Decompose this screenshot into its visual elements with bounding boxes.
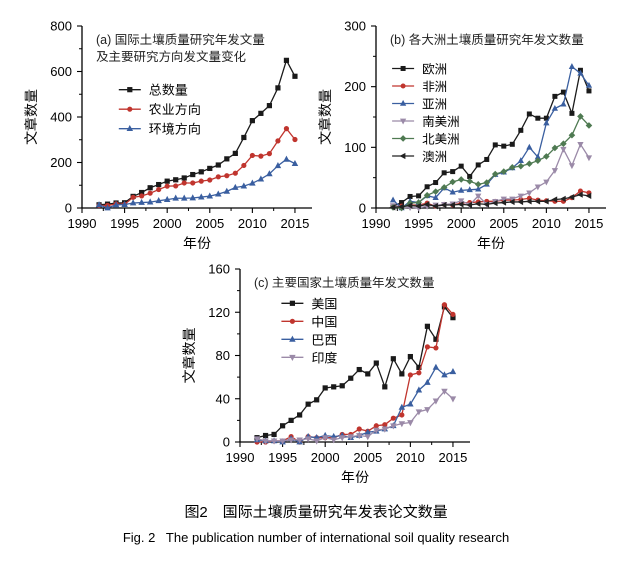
svg-text:0: 0 (223, 435, 230, 450)
svg-text:文章数量: 文章数量 (181, 328, 197, 384)
svg-text:100: 100 (344, 140, 366, 155)
svg-text:年份: 年份 (477, 235, 505, 251)
svg-text:2010: 2010 (396, 450, 425, 465)
svg-text:2000: 2000 (311, 450, 340, 465)
svg-text:年份: 年份 (341, 469, 369, 485)
svg-text:0: 0 (65, 201, 72, 216)
svg-text:南美洲: 南美洲 (422, 114, 460, 129)
svg-text:1990: 1990 (362, 216, 391, 231)
svg-text:2000: 2000 (447, 216, 476, 231)
svg-text:1995: 1995 (404, 216, 433, 231)
svg-text:北美洲: 北美洲 (422, 131, 460, 146)
svg-text:600: 600 (50, 64, 72, 79)
svg-text:0: 0 (359, 201, 366, 216)
svg-text:400: 400 (50, 110, 72, 125)
svg-text:印度: 印度 (311, 350, 337, 365)
svg-text:2015: 2015 (438, 450, 467, 465)
svg-text:澳洲: 澳洲 (422, 149, 447, 164)
svg-text:美国: 美国 (311, 296, 337, 311)
svg-text:1990: 1990 (68, 216, 97, 231)
svg-text:120: 120 (208, 305, 230, 320)
svg-text:欧洲: 欧洲 (422, 61, 447, 76)
svg-text:2010: 2010 (532, 216, 561, 231)
svg-text:160: 160 (208, 262, 230, 277)
svg-text:(a) 国际土壤质量研究年发文量: (a) 国际土壤质量研究年发文量 (96, 32, 265, 47)
svg-text:农业方向: 农业方向 (149, 102, 201, 117)
svg-text:中国: 中国 (311, 314, 337, 329)
svg-text:文章数量: 文章数量 (317, 89, 333, 145)
svg-text:2005: 2005 (195, 216, 224, 231)
svg-text:2005: 2005 (489, 216, 518, 231)
svg-text:800: 800 (50, 19, 72, 34)
svg-text:200: 200 (50, 155, 72, 170)
svg-text:(b) 各大洲土壤质量研究年发文数量: (b) 各大洲土壤质量研究年发文数量 (390, 32, 584, 47)
svg-text:图2 国际土壤质量研究年发表论文数量: 图2 国际土壤质量研究年发表论文数量 (184, 503, 447, 521)
svg-text:及主要研究方向发文量变化: 及主要研究方向发文量变化 (96, 49, 247, 64)
svg-text:巴西: 巴西 (311, 332, 337, 347)
svg-text:200: 200 (344, 79, 366, 94)
svg-text:40: 40 (216, 391, 230, 406)
svg-text:Fig. 2 The publication numbe: Fig. 2 The publication number of interna… (123, 530, 509, 545)
svg-text:亚洲: 亚洲 (422, 96, 447, 111)
svg-text:2005: 2005 (353, 450, 382, 465)
svg-text:1995: 1995 (268, 450, 297, 465)
svg-text:环境方向: 环境方向 (149, 122, 201, 137)
svg-text:80: 80 (216, 348, 230, 363)
svg-text:2015: 2015 (574, 216, 603, 231)
svg-text:2010: 2010 (238, 216, 267, 231)
svg-text:1995: 1995 (110, 216, 139, 231)
svg-text:年份: 年份 (183, 235, 211, 251)
svg-text:2000: 2000 (153, 216, 182, 231)
svg-text:文章数量: 文章数量 (23, 89, 39, 145)
svg-text:300: 300 (344, 19, 366, 34)
svg-text:1990: 1990 (226, 450, 255, 465)
svg-text:总数量: 总数量 (149, 83, 188, 98)
svg-text:非洲: 非洲 (422, 79, 447, 94)
svg-text:2015: 2015 (280, 216, 309, 231)
